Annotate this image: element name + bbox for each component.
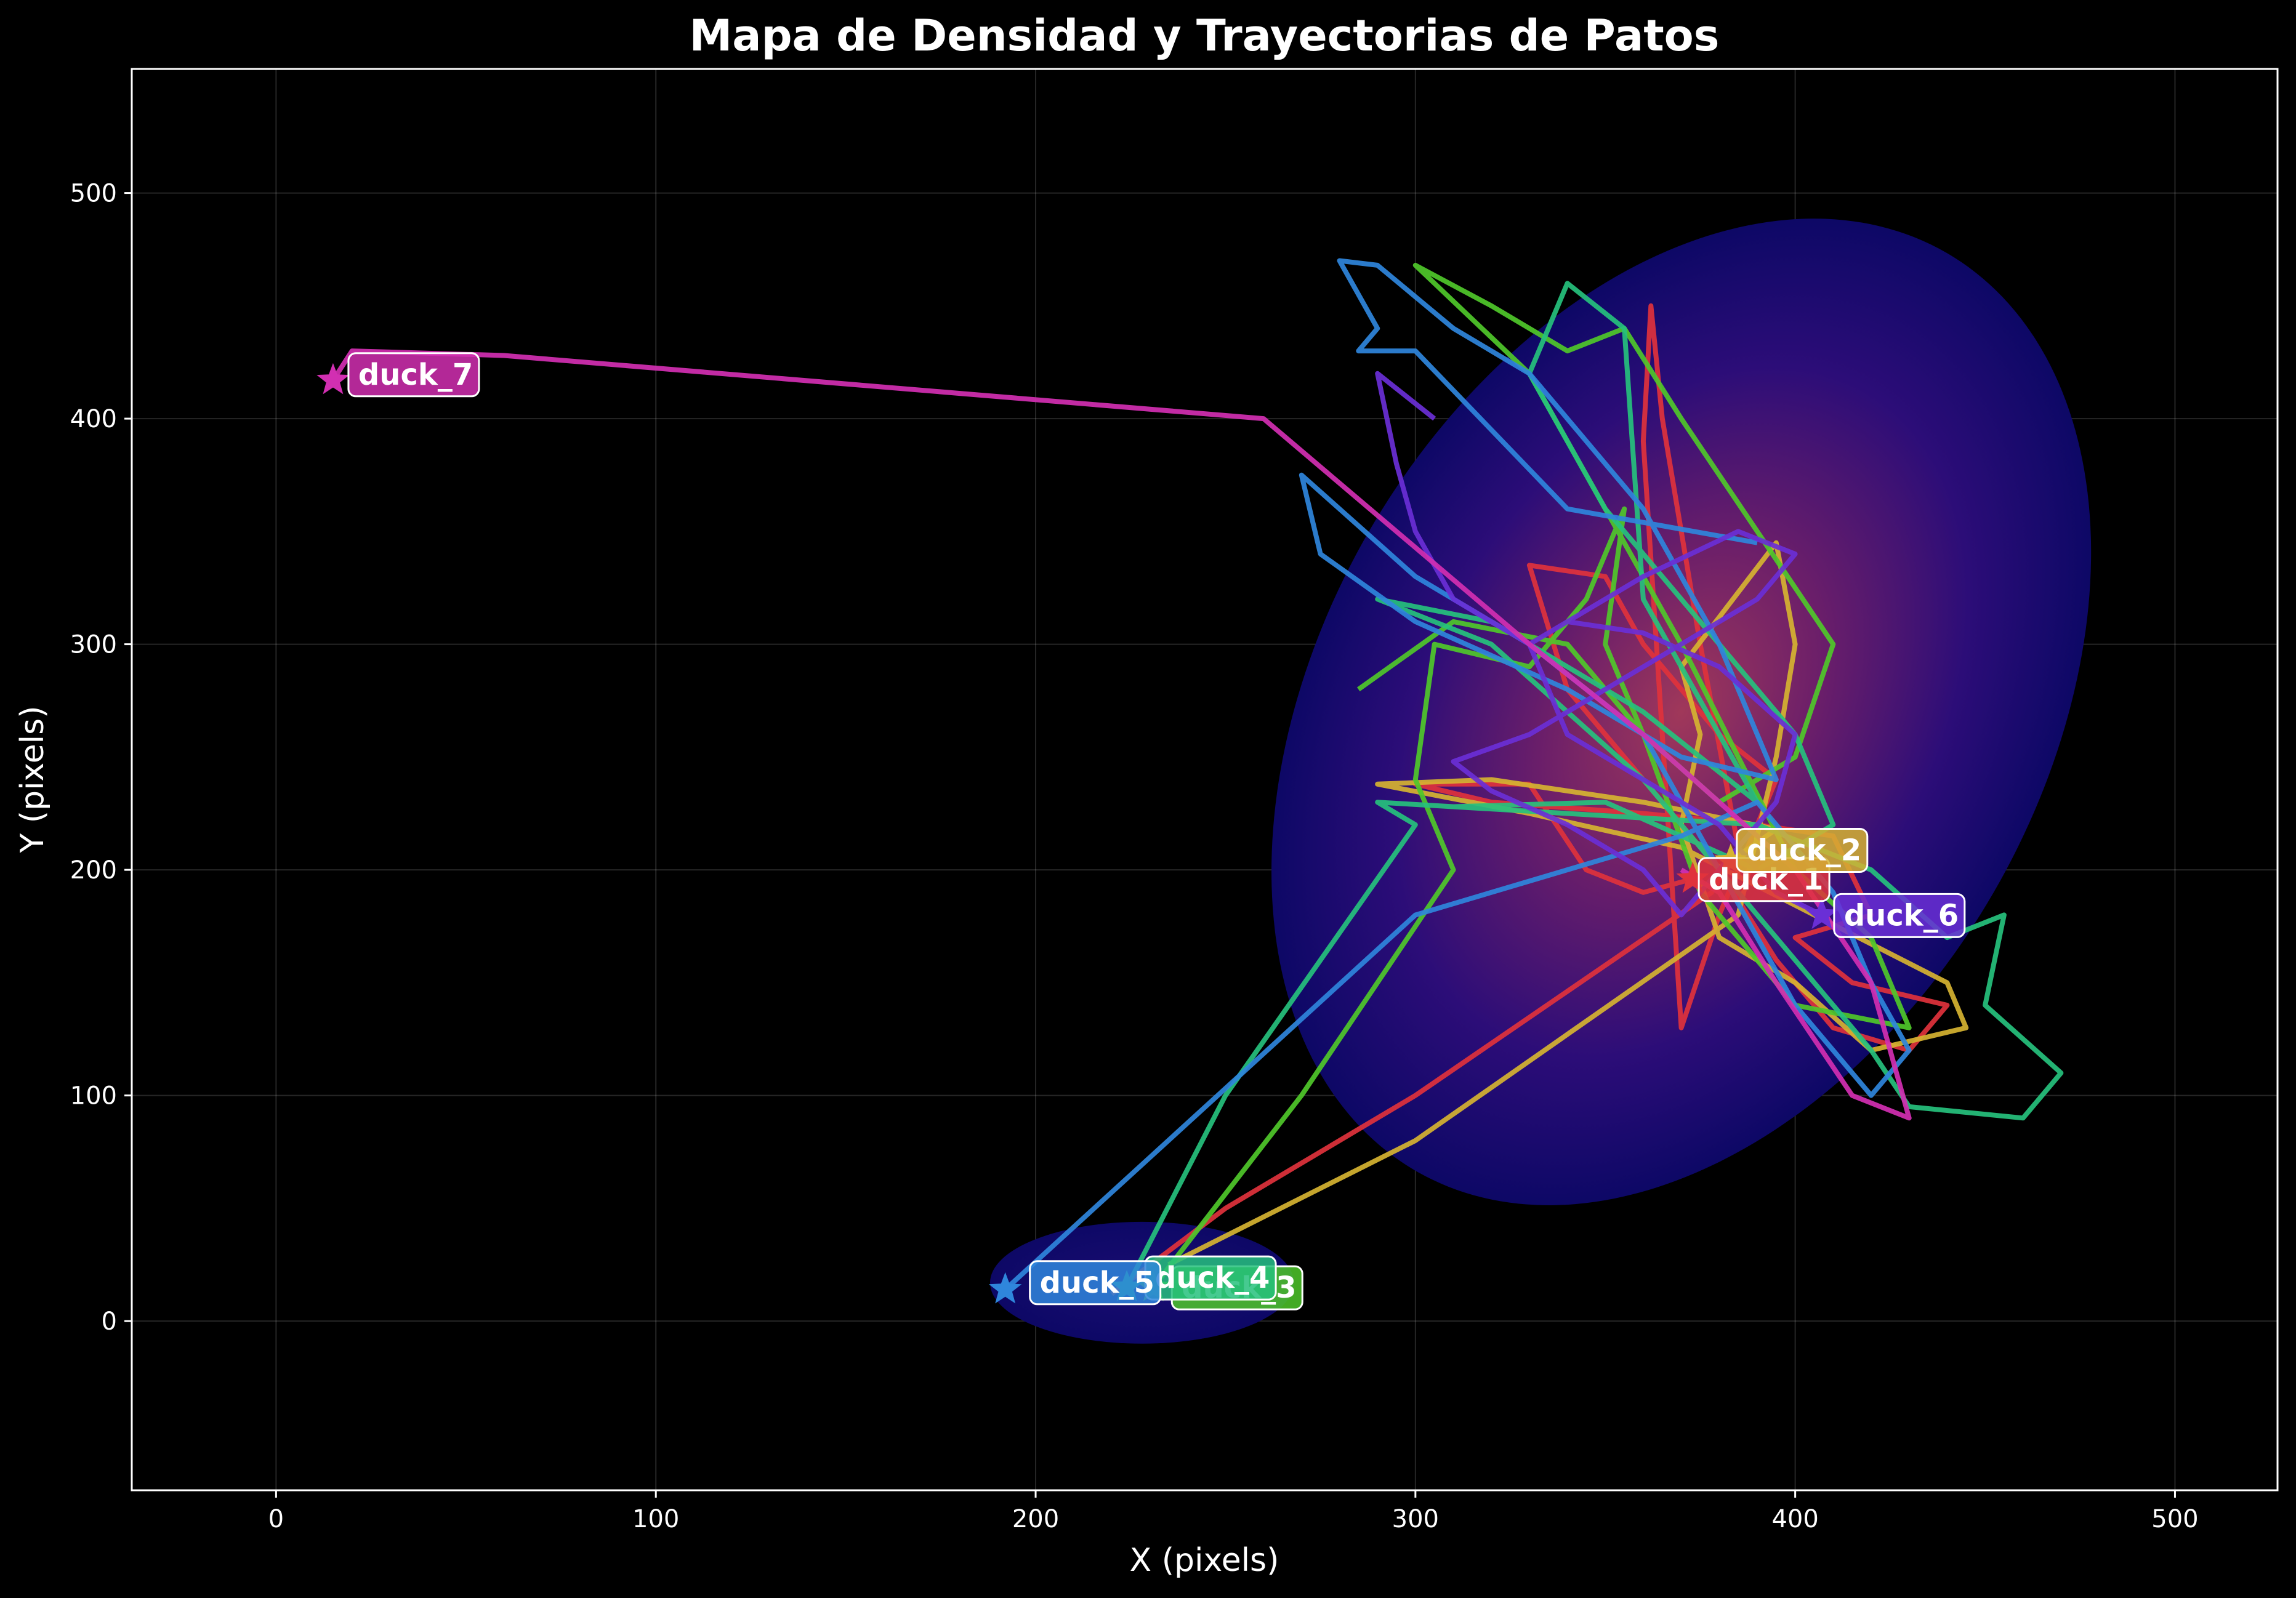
start-marker-duck_1 <box>1676 861 1709 893</box>
y-axis-label: Y (pixels) <box>14 705 51 853</box>
x-tick-label-3: 300 <box>1392 1505 1439 1533</box>
y-tick-label-5: 500 <box>70 180 117 208</box>
x-tick-label-5: 500 <box>2151 1505 2198 1533</box>
axis-ticks: 0 100 200 300 400 500 0 100 200 300 400 500 <box>70 180 2199 1533</box>
label-text-duck_2: duck_2 <box>1747 833 1861 867</box>
label-text-duck_6: duck_6 <box>1844 898 1959 933</box>
density-region-1 <box>1271 219 2092 1205</box>
chart-title: Mapa de Densidad y Trayectorias de Patos <box>690 10 1720 61</box>
x-tick-label-4: 400 <box>1771 1505 1818 1533</box>
y-tick-label-2: 200 <box>70 856 117 885</box>
label-box-duck_5 <box>1029 1260 1162 1306</box>
label-box-duck_7 <box>347 352 480 398</box>
label-text-duck_7: duck_7 <box>358 358 473 392</box>
label-box-duck_6 <box>1833 893 1966 938</box>
label-box-duck_2 <box>1736 827 1869 873</box>
x-tick-label-0: 0 <box>268 1505 284 1533</box>
y-tick-label-4: 400 <box>70 405 117 433</box>
duck-labels: duck_1duck_2duck_3duck_4duck_5duck_6duck… <box>347 352 1966 1311</box>
y-tick-label-1: 100 <box>70 1082 117 1110</box>
label-duck_5: duck_5 <box>1029 1260 1162 1306</box>
x-tick-label-2: 200 <box>1012 1505 1059 1533</box>
start-marker-duck_5 <box>989 1272 1022 1304</box>
trajectories <box>331 258 2064 1296</box>
trajectory-duck_2 <box>1167 540 1969 1267</box>
x-axis-label: X (pixels) <box>1130 1542 1279 1579</box>
label-duck_4: duck_4 <box>1144 1255 1277 1301</box>
label-text-duck_5: duck_5 <box>1040 1266 1154 1300</box>
x-tick-label-1: 100 <box>632 1505 679 1533</box>
start-marker-duck_6 <box>1805 897 1839 929</box>
y-tick-label-3: 300 <box>70 631 117 659</box>
label-text-duck_4: duck_4 <box>1155 1261 1270 1295</box>
label-duck_2: duck_2 <box>1736 827 1869 873</box>
label-duck_7: duck_7 <box>347 352 480 398</box>
start-marker-duck_7 <box>316 363 350 395</box>
y-tick-label-0: 0 <box>102 1307 117 1336</box>
label-duck_6: duck_6 <box>1833 893 1966 938</box>
